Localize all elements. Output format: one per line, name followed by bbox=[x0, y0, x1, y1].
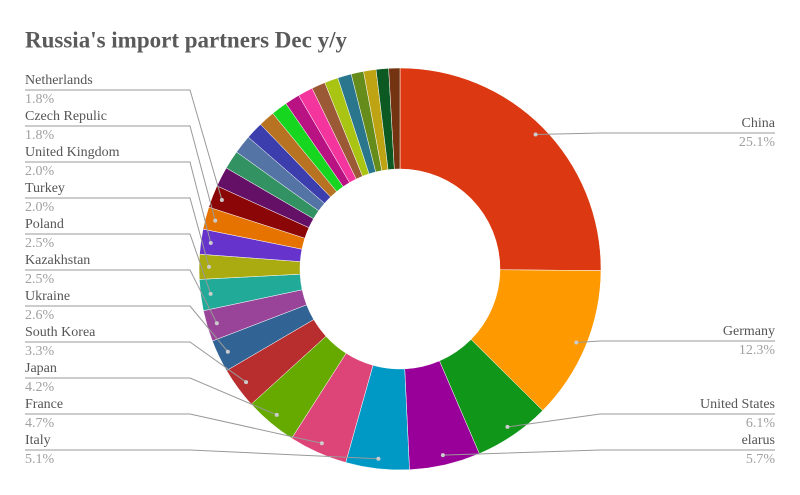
leader-dot bbox=[208, 240, 213, 245]
leader-dot bbox=[214, 321, 219, 326]
slice bbox=[388, 67, 401, 170]
leader-line bbox=[25, 233, 212, 295]
chart-title: Russia's import partners Dec y/y bbox=[25, 27, 347, 52]
leader-dot bbox=[505, 424, 510, 429]
slice-label: Ukraine bbox=[25, 289, 70, 304]
slice-value: 1.8% bbox=[25, 128, 55, 143]
slice-value: 2.5% bbox=[25, 272, 55, 287]
slice-value: 5.1% bbox=[25, 452, 55, 467]
slice-label: Kazakhstan bbox=[25, 253, 90, 268]
slice-label: United States bbox=[700, 397, 775, 412]
slice-value: 12.3% bbox=[739, 343, 776, 358]
leader-line bbox=[25, 269, 218, 324]
leader-dot bbox=[219, 198, 224, 203]
leader-line bbox=[576, 340, 775, 343]
leader-dot bbox=[574, 340, 579, 345]
leader-line bbox=[25, 197, 210, 268]
slice-value: 4.7% bbox=[25, 416, 55, 431]
leader-line bbox=[442, 449, 775, 456]
slice-value: 5.7% bbox=[746, 452, 776, 467]
leader-line bbox=[25, 161, 212, 244]
leader-dot bbox=[319, 441, 324, 446]
slice-label: France bbox=[25, 397, 63, 412]
leader-dot bbox=[208, 291, 213, 296]
slice-label: China bbox=[742, 116, 776, 131]
slice-label: Poland bbox=[25, 217, 64, 232]
slice-value: 4.2% bbox=[25, 380, 55, 395]
leader-line bbox=[25, 341, 247, 383]
leader-line bbox=[25, 413, 322, 444]
slice-label: Japan bbox=[25, 361, 57, 376]
slice-value: 3.3% bbox=[25, 344, 55, 359]
leader-line bbox=[25, 377, 277, 416]
leader-dot bbox=[274, 412, 279, 417]
leader-dot bbox=[213, 218, 218, 223]
slice-label: elarus bbox=[742, 433, 775, 448]
leader-line bbox=[25, 305, 229, 353]
slice-label: Czech Repulic bbox=[25, 109, 107, 124]
leader-dot bbox=[244, 380, 249, 385]
leader-line bbox=[25, 449, 379, 460]
slice-value: 25.1% bbox=[739, 135, 776, 150]
slice-label: United Kingdom bbox=[25, 145, 120, 160]
leader-dot bbox=[376, 456, 381, 461]
slice-value: 1.8% bbox=[25, 92, 55, 107]
slice-label: Germany bbox=[723, 324, 775, 339]
leader-dot bbox=[533, 132, 538, 137]
slice-label: Italy bbox=[25, 433, 51, 448]
slice bbox=[399, 67, 602, 271]
slice-value: 2.0% bbox=[25, 200, 55, 215]
leader-dot bbox=[225, 349, 230, 354]
slice-value: 2.6% bbox=[25, 308, 55, 323]
slice-label: Turkey bbox=[25, 181, 65, 196]
slice-label: South Korea bbox=[25, 325, 96, 340]
leader-dot bbox=[440, 453, 445, 458]
slice-value: 2.5% bbox=[25, 236, 55, 251]
leader-line bbox=[535, 132, 775, 135]
leader-line bbox=[507, 413, 775, 428]
slice-value: 2.0% bbox=[25, 164, 55, 179]
leader-line bbox=[25, 125, 216, 221]
slice-value: 6.1% bbox=[746, 416, 776, 431]
leader-line bbox=[25, 89, 223, 201]
leader-dot bbox=[207, 264, 212, 269]
slice-label: Netherlands bbox=[25, 73, 93, 88]
